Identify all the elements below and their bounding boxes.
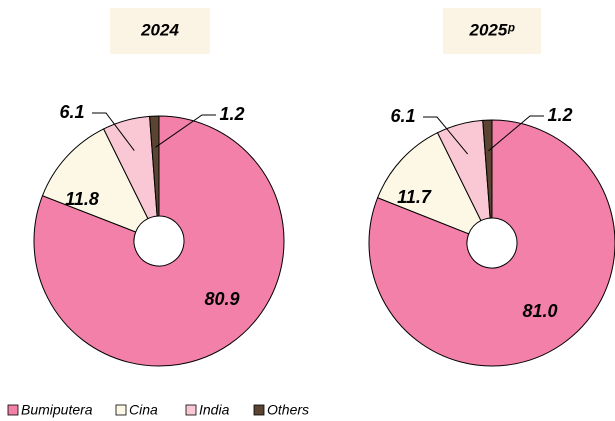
leader-line: [423, 116, 469, 155]
legend-label: Bumiputera: [21, 402, 93, 418]
legend-swatch: [7, 404, 19, 416]
legend-label: India: [199, 402, 230, 418]
data-label: 80.9: [204, 289, 239, 309]
title-box: [110, 8, 210, 54]
chart-title: 2025ᵖ: [469, 20, 516, 39]
slice: [482, 119, 493, 219]
leader-line: [488, 115, 544, 152]
data-label: 11.8: [65, 189, 99, 209]
slice: [149, 115, 160, 217]
data-label: 1.2: [219, 104, 244, 124]
slice: [41, 128, 149, 233]
data-label: 11.7: [397, 187, 432, 207]
legend-swatch: [185, 404, 197, 416]
chart-title: 2024: [140, 20, 179, 39]
legend-label: Cina: [129, 402, 158, 418]
legend-swatch: [115, 404, 127, 416]
slice: [33, 115, 285, 367]
title-box: [443, 8, 541, 54]
slice: [368, 119, 615, 367]
data-label: 1.2: [547, 105, 572, 125]
slice: [376, 132, 482, 235]
leader-line: [92, 112, 135, 151]
data-label: 81.0: [522, 301, 557, 321]
legend-swatch: [253, 404, 265, 416]
data-label: 6.1: [59, 102, 84, 122]
data-label: 6.1: [390, 106, 415, 126]
leader-line: [155, 114, 216, 148]
legend-label: Others: [267, 402, 309, 418]
